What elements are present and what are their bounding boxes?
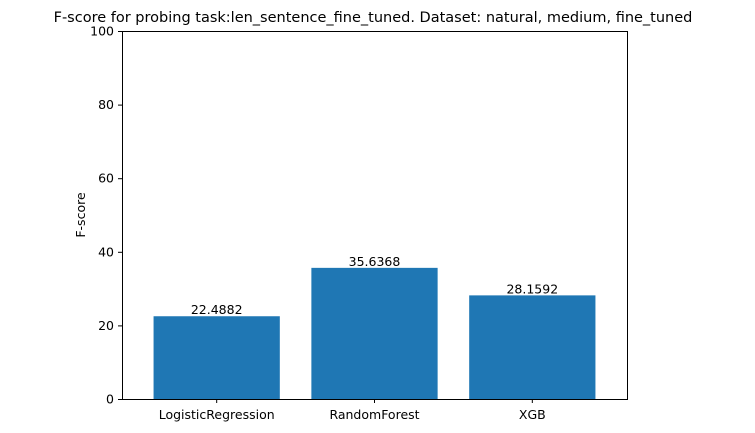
bar-value-label: 22.4882 bbox=[191, 302, 243, 317]
y-tick-label: 100 bbox=[90, 24, 114, 39]
bar-randomforest bbox=[311, 267, 438, 399]
plot-frame bbox=[122, 31, 628, 400]
bar-xgb bbox=[469, 295, 596, 399]
chart-title: F-score for probing task:len_sentence_fi… bbox=[54, 10, 693, 26]
y-axis-label: F-score bbox=[73, 192, 88, 238]
bars-group: 22.4882 35.6368 28.1592 bbox=[153, 254, 596, 399]
x-tick-label: RandomForest bbox=[329, 407, 419, 422]
y-tick-label: 60 bbox=[98, 171, 114, 186]
y-tick-label: 80 bbox=[98, 97, 114, 112]
x-tick-label: XGB bbox=[519, 407, 546, 422]
y-tick-label: 20 bbox=[98, 318, 114, 333]
bar-value-label: 28.1592 bbox=[506, 281, 558, 296]
y-tick-label: 40 bbox=[98, 244, 114, 259]
bar-value-label: 35.6368 bbox=[349, 254, 401, 269]
x-tick-label: LogisticRegression bbox=[159, 407, 275, 422]
x-axis-ticks: LogisticRegression RandomForest XGB bbox=[159, 399, 546, 422]
bar-logisticregression bbox=[153, 316, 280, 399]
y-tick-label: 0 bbox=[106, 392, 114, 407]
y-axis-ticks: 0 20 40 60 80 100 bbox=[90, 24, 122, 407]
